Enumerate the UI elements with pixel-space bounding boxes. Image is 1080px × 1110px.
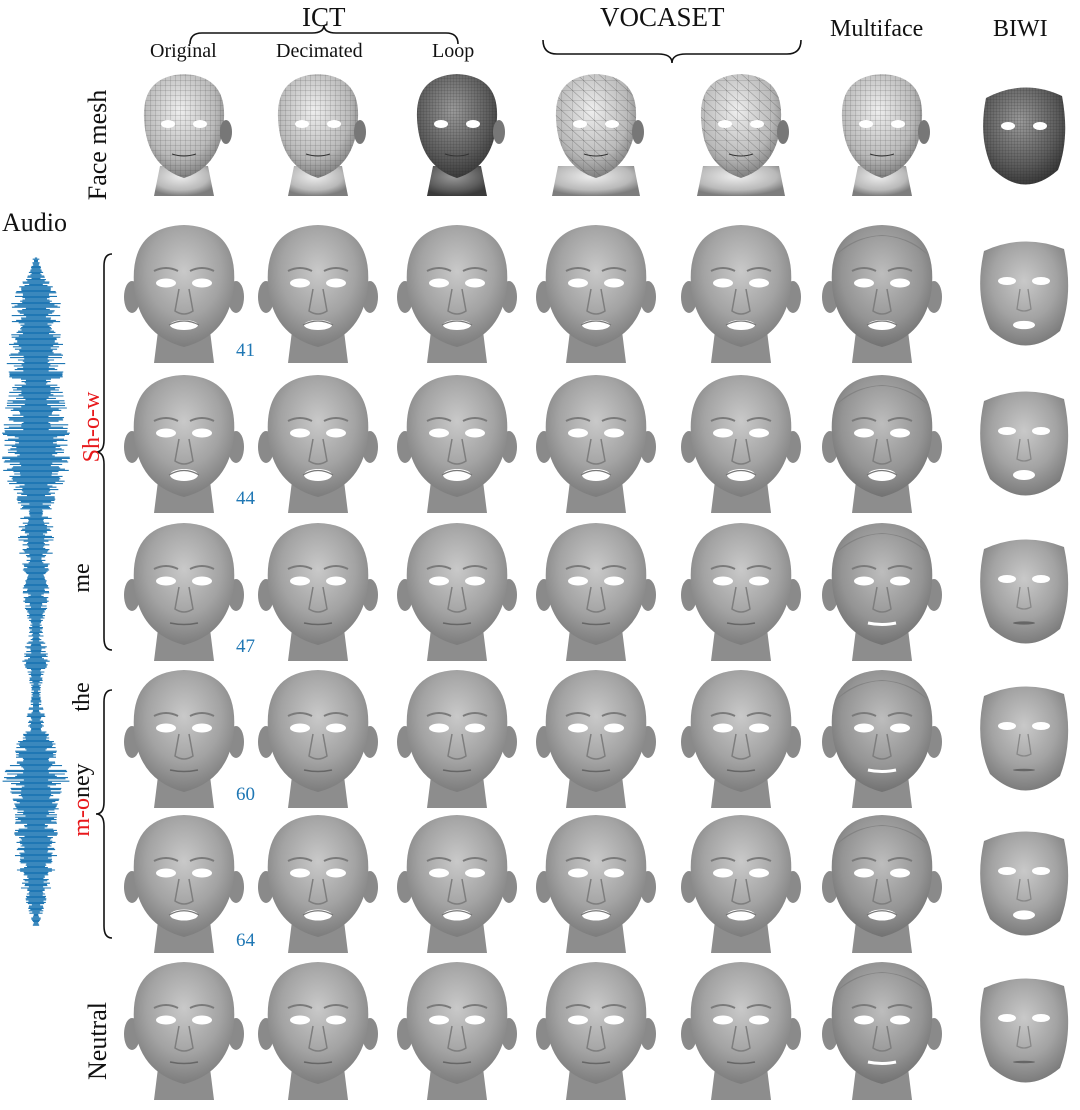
face-render (822, 225, 942, 363)
header-vocaset: VOCASET (600, 2, 725, 32)
face-render (536, 523, 656, 661)
word-brace-lower (95, 689, 113, 939)
header-ict: ICT (302, 2, 346, 32)
face-render (124, 523, 244, 661)
face-render (681, 815, 801, 953)
face-render (980, 391, 1069, 496)
word-the: the (69, 682, 95, 712)
face-render (536, 815, 656, 953)
face-mesh-5 (841, 74, 930, 196)
ict-brace (189, 24, 459, 45)
face-render (980, 686, 1069, 791)
face-mesh-row (143, 74, 1066, 196)
face-mesh-2 (416, 74, 505, 196)
word-money-highlight: m-o (69, 798, 95, 837)
face-render (124, 815, 244, 953)
audio-waveform (2, 257, 70, 926)
face-render (536, 375, 656, 513)
face-render (980, 831, 1069, 936)
face-render (681, 670, 801, 808)
face-render (258, 523, 378, 661)
header-biwi: BIWI (993, 16, 1048, 42)
frame-number: 41 (236, 340, 255, 361)
face-render (681, 962, 801, 1100)
face-render (124, 962, 244, 1100)
face-render (397, 225, 517, 363)
header-ict-original: Original (150, 40, 217, 62)
face-mesh-1 (277, 74, 366, 196)
face-render (397, 523, 517, 661)
frame-number: 60 (236, 784, 255, 805)
face-render (258, 375, 378, 513)
face-render (397, 375, 517, 513)
word-brace-upper (95, 253, 113, 651)
word-money-rest: ney (69, 763, 95, 798)
word-me: me (69, 563, 95, 593)
face-render (822, 523, 942, 661)
brace-group (95, 24, 802, 939)
row-label-neutral: Neutral (83, 1002, 112, 1080)
vocaset-brace (542, 39, 802, 64)
face-render (124, 225, 244, 363)
audio-label: Audio (2, 208, 67, 237)
waveform-trace (2, 257, 70, 926)
face-render (397, 962, 517, 1100)
face-render (397, 670, 517, 808)
face-grid (124, 225, 1069, 1100)
face-render (822, 962, 942, 1100)
face-mesh-6 (983, 87, 1066, 185)
face-render (822, 815, 942, 953)
face-render (258, 670, 378, 808)
face-render (681, 523, 801, 661)
face-render (397, 815, 517, 953)
row-label-face-mesh: Face mesh (83, 89, 112, 201)
face-render (258, 225, 378, 363)
face-render (980, 241, 1069, 346)
face-mesh-3 (552, 74, 644, 196)
word-show: Sh-o-w (79, 391, 105, 463)
frame-number: 64 (236, 930, 255, 951)
face-render (258, 815, 378, 953)
word-money: m-oney (67, 740, 97, 860)
frame-number: 44 (236, 488, 255, 509)
face-render (822, 670, 942, 808)
face-render (258, 962, 378, 1100)
frame-number: 47 (236, 636, 255, 657)
face-render (980, 978, 1069, 1083)
face-render (124, 375, 244, 513)
face-render (536, 670, 656, 808)
face-render (822, 375, 942, 513)
face-render (124, 670, 244, 808)
face-render (536, 225, 656, 363)
face-render (681, 375, 801, 513)
face-render (980, 539, 1069, 644)
face-mesh-4 (697, 74, 789, 196)
header-ict-loop: Loop (432, 40, 475, 62)
face-render (681, 225, 801, 363)
face-render (536, 962, 656, 1100)
face-mesh-0 (143, 74, 232, 196)
header-ict-decimated: Decimated (276, 40, 363, 62)
header-multiface: Multiface (830, 16, 924, 42)
